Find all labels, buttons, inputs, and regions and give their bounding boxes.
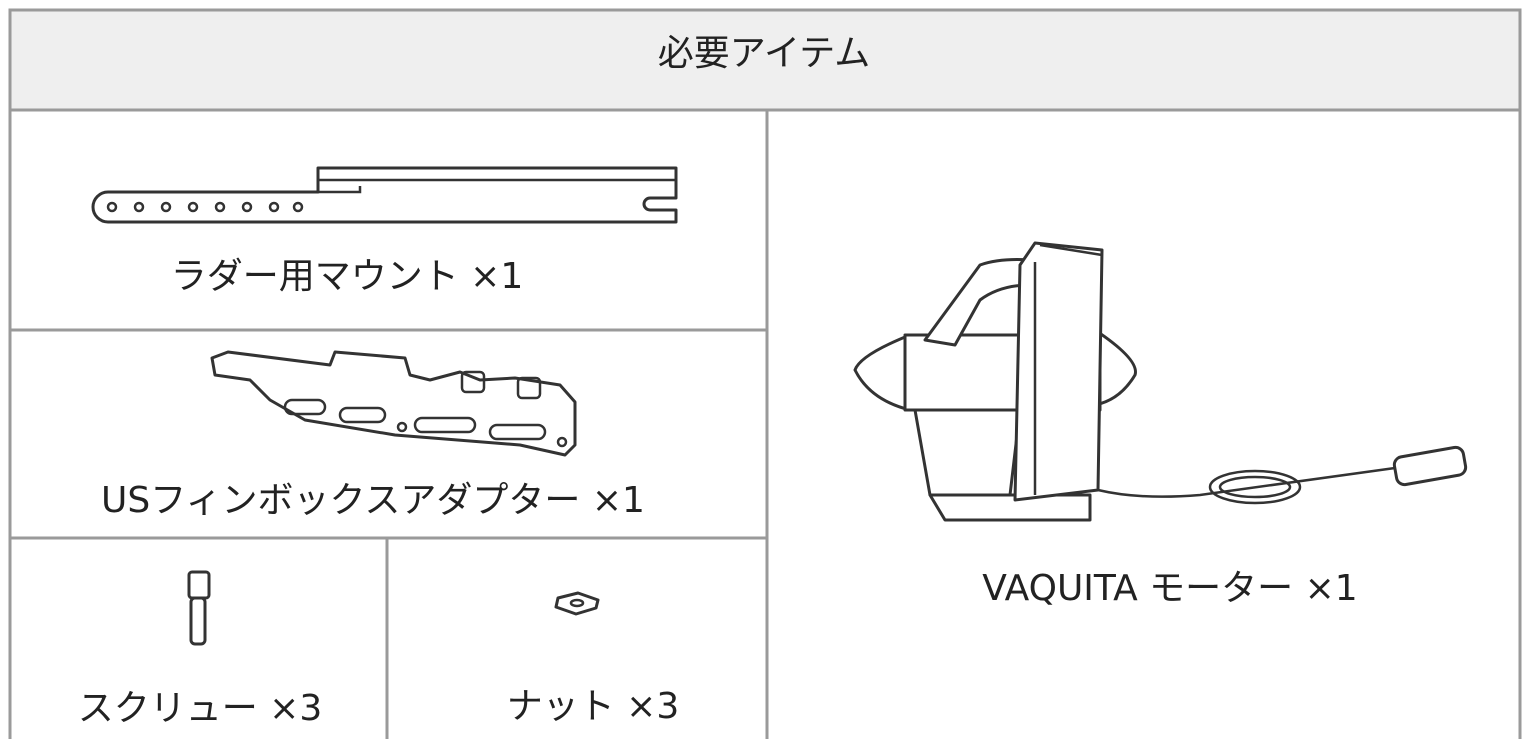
nut-illustration xyxy=(554,591,600,616)
table-borders xyxy=(8,8,1522,739)
item-label: ラダー用マウント ×1 xyxy=(171,256,524,297)
header-title: 必要アイテム xyxy=(658,33,870,74)
screw-illustration xyxy=(187,570,211,646)
item-label: VAQUITA モーター ×1 xyxy=(982,568,1357,609)
item-label: ナット ×3 xyxy=(507,686,680,727)
motor-illustration xyxy=(853,241,1468,522)
item-label: スクリュー ×3 xyxy=(78,688,323,729)
header-cell xyxy=(10,10,1520,110)
item-label: USフィンボックスアダプター ×1 xyxy=(101,480,645,521)
rudder-mount-illustration xyxy=(91,166,678,224)
fin-adapter-illustration xyxy=(210,350,577,457)
